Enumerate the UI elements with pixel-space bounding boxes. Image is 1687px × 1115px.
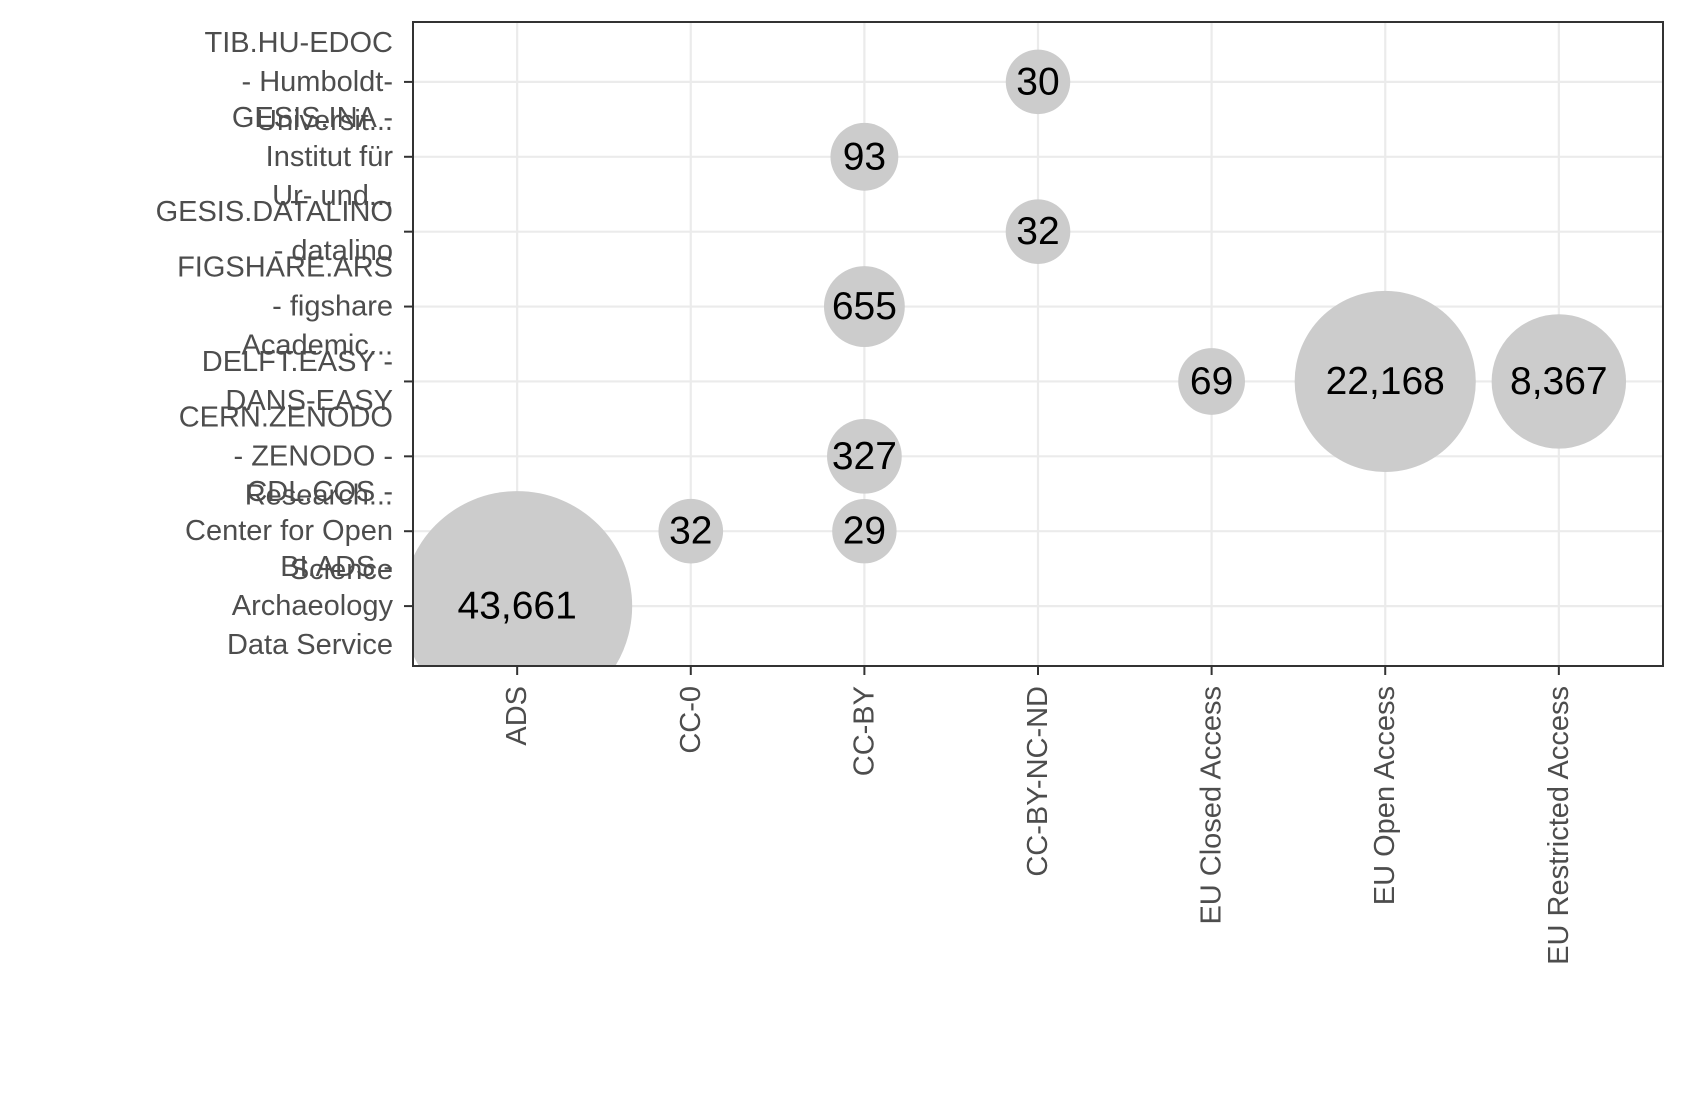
- y-tick-label-line: FIGSHARE.ARS: [177, 252, 393, 284]
- axis-ticks: [404, 80, 1560, 675]
- bubble: [1178, 348, 1245, 415]
- y-tick-label-line: - ZENODO -: [234, 440, 394, 472]
- bubble-value-label: 69: [1190, 360, 1233, 403]
- y-tick-label-line: - datalino: [274, 235, 393, 267]
- bubble-value-label: 655: [832, 285, 897, 328]
- y-tick-label-line: Archaeology: [232, 590, 394, 622]
- bubble: [1005, 199, 1071, 264]
- x-tick-label: CC-BY-NC-ND: [1022, 686, 1054, 877]
- y-tick-label-line: DELFT.EASY -: [202, 346, 393, 378]
- x-tick-label: CC-BY: [848, 686, 880, 776]
- y-tick-label-line: Center for Open: [185, 515, 393, 547]
- x-tick-label: EU Restricted Access: [1543, 686, 1575, 965]
- y-tick-label: GESIS.DATALINO - datalino: [156, 196, 393, 267]
- bubble-labels: 43,661 32 29 327 69 22,168 8,367 655 32 93 30: [458, 60, 1608, 627]
- y-axis-tick-labels: BI.ADS - Archaeology Data Service CDL.COS -…: [156, 27, 394, 661]
- y-tick-label: CDL.COS - Center for Open Science: [185, 476, 393, 586]
- y-tick-label-line: Academic...: [242, 330, 394, 362]
- bubble: [832, 499, 897, 564]
- bubbles: [413, 49, 1627, 666]
- bubble-value-label: 327: [832, 435, 897, 478]
- y-tick-label: DELFT.EASY - DANS-EASY: [202, 346, 393, 417]
- x-tick-label: CC-0: [675, 686, 707, 754]
- bubble-value-label: 8,367: [1510, 360, 1608, 403]
- y-tick-label-line: BI.ADS -: [280, 551, 393, 583]
- y-tick-label-line: Research...: [245, 479, 393, 511]
- y-tick-label-line: CDL.COS -: [246, 476, 393, 508]
- bubble: [823, 266, 905, 347]
- y-tick-label: BI.ADS - Archaeology Data Service: [227, 551, 394, 661]
- y-tick-label-line: GESIS.INA -: [232, 102, 393, 134]
- bubble-value-label: 32: [669, 510, 712, 553]
- bubble-value-label: 93: [843, 135, 886, 178]
- y-tick-label-line: TIB.HU-EDOC: [205, 27, 394, 59]
- x-axis-tick-labels: ADS CC-0 CC-BY CC-BY-NC-ND EU Closed Access E…: [501, 686, 1575, 965]
- y-tick-label-line: GESIS.DATALINO: [156, 196, 393, 228]
- bubble-value-label: 30: [1016, 60, 1059, 103]
- bubble: [1005, 49, 1071, 115]
- y-tick-label-line: DANS-EASY: [225, 385, 393, 417]
- y-tick-label: TIB.HU-EDOC - Humboldt- Universit...: [205, 27, 394, 137]
- bubble-value-label: 22,168: [1326, 360, 1445, 403]
- bubble: [658, 498, 724, 564]
- y-tick-label-line: Institut für: [266, 141, 394, 173]
- y-tick-label-line: Science: [290, 554, 393, 586]
- y-tick-label-line: - Humboldt-: [242, 66, 394, 98]
- y-tick-label-line: Universit...: [256, 105, 393, 137]
- x-tick-label: EU Open Access: [1369, 686, 1401, 905]
- x-tick-label: EU Closed Access: [1196, 686, 1228, 925]
- y-tick-label-line: Data Service: [227, 629, 393, 661]
- x-tick-label: ADS: [501, 686, 533, 746]
- bubble-value-label: 29: [843, 510, 886, 553]
- y-tick-label-line: CERN.ZENODO: [179, 401, 393, 433]
- bubble: [1294, 290, 1476, 473]
- bubble: [1491, 314, 1627, 449]
- y-tick-label-line: - figshare: [272, 291, 393, 323]
- y-tick-label: GESIS.INA - Institut für Ur- und...: [232, 102, 394, 212]
- bubble: [413, 491, 633, 666]
- bubble: [827, 418, 902, 494]
- bubble-value-label: 43,661: [458, 585, 577, 628]
- bubble-value-label: 32: [1016, 210, 1059, 253]
- y-tick-label: FIGSHARE.ARS - figshare Academic...: [177, 252, 393, 362]
- y-tick-label-line: Ur- und...: [272, 180, 393, 212]
- y-tick-label: CERN.ZENODO - ZENODO - Research...: [179, 401, 393, 511]
- bubble: [830, 122, 899, 191]
